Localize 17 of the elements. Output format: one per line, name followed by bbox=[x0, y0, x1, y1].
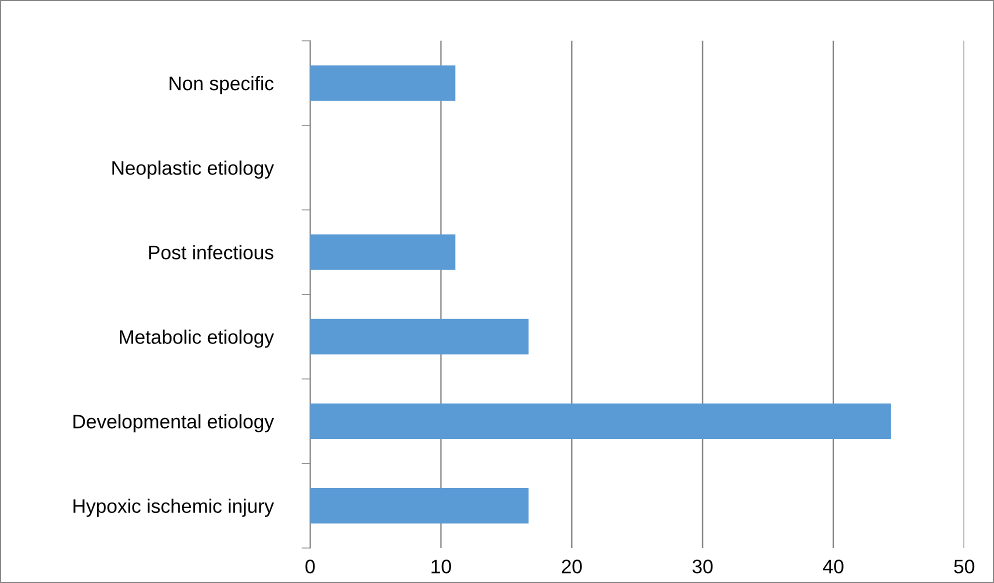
y-tick-label: Developmental etiology bbox=[74, 414, 274, 432]
y-tick-label: Neoplastic etiology bbox=[112, 160, 274, 179]
bar bbox=[310, 488, 529, 524]
y-tick-label: Hypoxic ischemic injury bbox=[74, 498, 274, 517]
bar bbox=[310, 65, 456, 101]
x-tick-label: 40 bbox=[823, 560, 844, 574]
bar bbox=[310, 318, 529, 354]
x-tick-label: 0 bbox=[305, 560, 315, 574]
bar bbox=[310, 403, 891, 439]
x-tick-label: 30 bbox=[692, 560, 713, 574]
x-tick-label: 10 bbox=[432, 560, 451, 574]
y-tick-label: Non specific bbox=[170, 76, 274, 94]
bar bbox=[310, 234, 456, 270]
y-tick-label: Metabolic etiology bbox=[120, 330, 274, 348]
x-tick-label: 20 bbox=[562, 560, 582, 574]
x-tick-label: 50 bbox=[954, 560, 974, 574]
y-tick-label: Post infectious bbox=[149, 245, 274, 260]
